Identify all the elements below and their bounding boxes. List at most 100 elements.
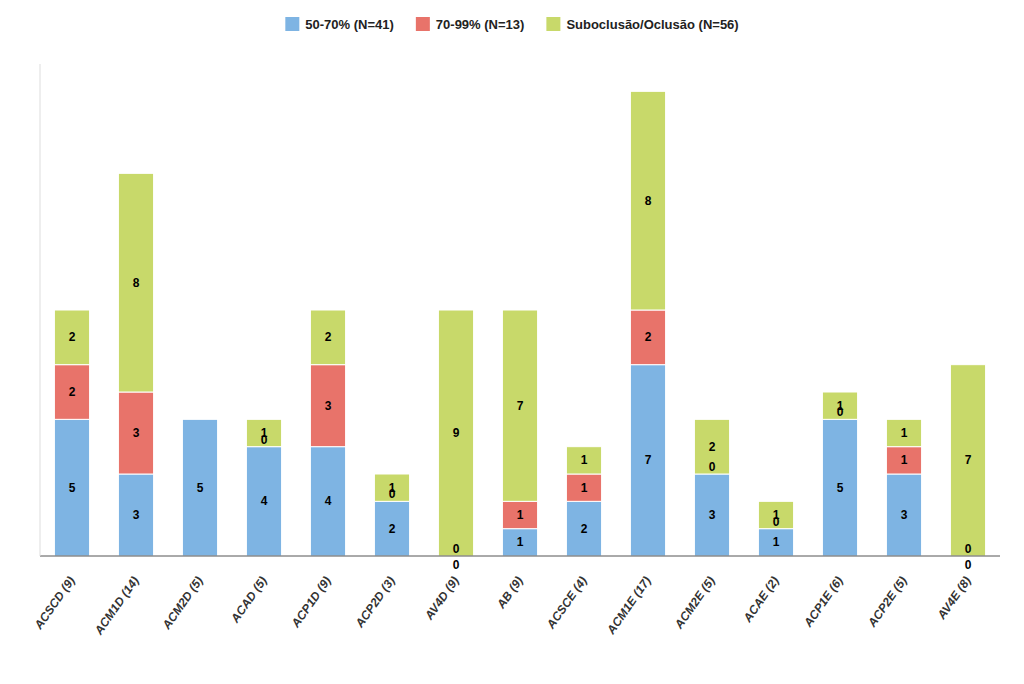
x-tick-label: ACSCE (4)	[543, 574, 589, 632]
data-label: 1	[581, 481, 588, 495]
bar-segment	[758, 529, 793, 556]
legend-label: 50-70% (N=41)	[305, 17, 394, 32]
x-tick-label: AV4D (9)	[422, 574, 462, 623]
x-tick-label: AB (9)	[493, 574, 525, 612]
bar-segment	[118, 474, 153, 556]
x-tick-label: AV4E (8)	[934, 574, 974, 623]
bar-segment	[886, 474, 921, 556]
x-tick-label: ACM2D (5)	[159, 574, 206, 633]
data-label: 3	[709, 508, 716, 522]
bar-segment	[182, 419, 217, 420]
x-axis-line	[40, 556, 1000, 557]
data-label: 2	[581, 522, 588, 536]
chart-container: 5223385401432201009117211728302101501311…	[0, 0, 1024, 684]
data-label: 5	[197, 481, 204, 495]
bar-segment	[822, 392, 857, 419]
bar-segment	[630, 310, 665, 365]
bar-segment	[566, 501, 601, 556]
bar-segment	[630, 91, 665, 310]
data-label: 8	[645, 194, 652, 208]
bar-segment	[438, 310, 473, 556]
data-label: 1	[901, 453, 908, 467]
x-tick-label: ACP1E (6)	[800, 574, 845, 630]
bar-segment	[566, 447, 601, 474]
legend-swatch	[546, 17, 560, 31]
data-label: 1	[773, 535, 780, 549]
legend-item: 50-70% (N=41)	[285, 17, 394, 32]
bar-segment	[54, 365, 89, 420]
bar-segment	[566, 474, 601, 501]
data-label: 9	[453, 426, 460, 440]
bar-segment	[310, 447, 345, 556]
bar-segment	[758, 501, 793, 528]
data-label: 3	[901, 508, 908, 522]
x-tick-label: ACSCD (9)	[31, 574, 78, 633]
data-label: 4	[261, 494, 268, 508]
data-label: 7	[965, 453, 972, 467]
x-tick-label: ACP2D (3)	[352, 574, 398, 631]
bar-segment	[182, 419, 217, 420]
bar-segment	[886, 419, 921, 446]
data-label: 0	[709, 460, 716, 474]
data-label: 3	[325, 399, 332, 413]
bar-segment	[374, 501, 409, 556]
bar-segment	[54, 310, 89, 365]
bar-segment	[822, 419, 857, 556]
bar-segment	[310, 365, 345, 447]
bar-segment	[118, 173, 153, 392]
data-label: 2	[69, 330, 76, 344]
bar-segment	[950, 365, 985, 556]
bar-segment	[502, 310, 537, 501]
x-tick-label: ACAD (5)	[227, 574, 269, 626]
data-label: 2	[69, 385, 76, 399]
legend-swatch	[416, 17, 430, 31]
data-label: 0	[965, 542, 972, 556]
x-tick-label: ACM1D (14)	[91, 574, 142, 638]
bar-segment	[246, 419, 281, 446]
x-tick-label: ACM1E (17)	[603, 574, 653, 637]
bar-segment	[630, 365, 665, 556]
data-label: 1	[261, 426, 268, 440]
data-label: 1	[837, 399, 844, 413]
bar-segment	[694, 419, 729, 474]
data-label: 0	[453, 558, 460, 572]
data-label: 1	[389, 481, 396, 495]
bar-segment	[118, 392, 153, 474]
data-label: 1	[517, 535, 524, 549]
x-tick-label: ACAE (2)	[740, 574, 782, 625]
data-label: 0	[453, 542, 460, 556]
bar-segment	[374, 474, 409, 501]
data-label: 7	[645, 453, 652, 467]
data-label: 7	[517, 399, 524, 413]
data-label: 1	[581, 453, 588, 467]
bar-segment	[886, 447, 921, 474]
bar-segment	[502, 529, 537, 556]
bar-segment	[246, 447, 281, 556]
x-tick-label: ACM2E (5)	[671, 574, 717, 632]
data-label: 2	[709, 440, 716, 454]
data-label: 4	[325, 494, 332, 508]
legend: 50-70% (N=41) 70-99% (N=13) Suboclusão/Ocl…	[285, 17, 738, 32]
data-label: 2	[645, 330, 652, 344]
legend-item: Suboclusão/Oclusão (N=56)	[546, 17, 738, 32]
data-label: 0	[965, 558, 972, 572]
legend-item: 70-99% (N=13)	[416, 17, 525, 32]
data-label: 2	[325, 330, 332, 344]
bar-segment	[502, 501, 537, 528]
chart-svg: 5223385401432201009117211728302101501311…	[0, 0, 1024, 684]
data-label: 1	[517, 508, 524, 522]
bars	[54, 91, 985, 556]
legend-label: 70-99% (N=13)	[436, 17, 525, 32]
legend-label: Suboclusão/Oclusão (N=56)	[566, 17, 738, 32]
bar-segment	[182, 419, 217, 556]
data-label: 3	[133, 426, 140, 440]
bar-segment	[54, 419, 89, 556]
x-tick-label: ACP1D (9)	[288, 574, 334, 631]
x-tick-label: ACP2E (5)	[864, 574, 909, 630]
x-tick-labels: ACSCD (9) ACM1D (14) ACM2D (5) ACAD (5) ACP1…	[31, 574, 974, 638]
bar-segment	[310, 310, 345, 365]
data-labels: 5223385401432201009117211728302101501311…	[69, 194, 972, 572]
data-label: 3	[133, 508, 140, 522]
data-label: 1	[901, 426, 908, 440]
bar-segment	[694, 474, 729, 556]
